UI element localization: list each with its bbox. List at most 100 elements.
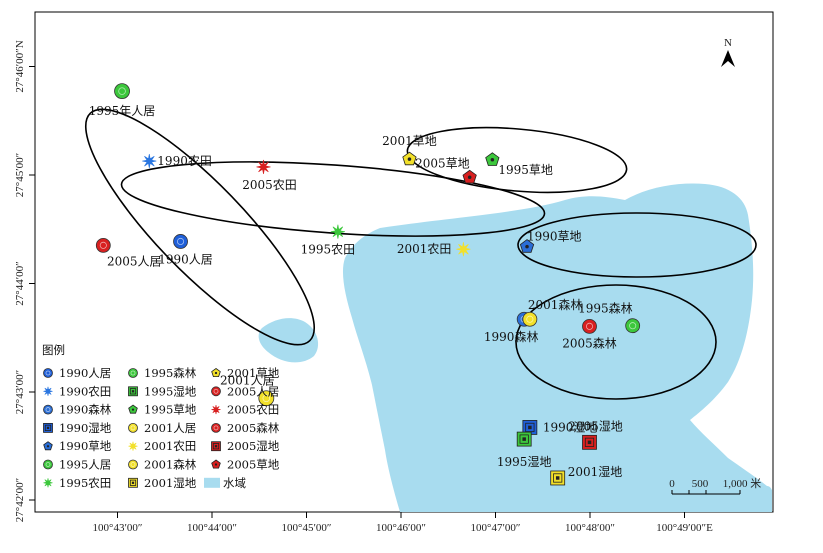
- scale-label-1000: 1,000 米: [723, 477, 762, 490]
- legend-item: 2001森林: [128, 458, 197, 472]
- point-label: 1995森林: [578, 301, 633, 316]
- point-label: 1990农田: [157, 154, 212, 168]
- point-marker: [522, 311, 538, 327]
- legend-label: 2001草地: [227, 366, 280, 380]
- point-label: 2001湿地: [568, 464, 623, 479]
- y-tick-label: 27°43′00″: [14, 370, 26, 414]
- point-label: 2005湿地: [568, 418, 623, 433]
- point-label: 2001人居: [220, 373, 275, 387]
- legend-label: 1990湿地: [59, 421, 112, 435]
- point-marker: [173, 234, 188, 249]
- point-label: 2005森林: [562, 335, 617, 350]
- ellipse-settlement: [84, 108, 316, 346]
- legend-label: 1990森林: [59, 403, 112, 417]
- scale-label-500: 500: [692, 478, 709, 490]
- x-tick-label: 100°44′00″: [187, 522, 237, 534]
- axis-ticks: 100°43′00″ 100°44′00″ 100°45′00″ 100°46′00″…: [14, 40, 713, 534]
- legend-label: 2001湿地: [144, 476, 197, 490]
- legend-label: 1995人居: [59, 458, 111, 472]
- y-tick-label: 27°45′00″: [14, 153, 26, 197]
- legend-label: 1995湿地: [144, 384, 197, 398]
- point-marker: [516, 431, 532, 447]
- point-label: 2001农田: [397, 242, 452, 256]
- legend-label: 1990人居: [59, 366, 111, 380]
- point-marker: [582, 434, 597, 450]
- legend-item: 1995森林: [128, 366, 197, 380]
- legend-label: 2005草地: [227, 458, 280, 472]
- legend-label: 2001人居: [144, 421, 196, 435]
- legend-item: 水域: [204, 476, 246, 490]
- point-marker: [142, 154, 157, 169]
- x-tick-label: 100°49′00″E: [656, 522, 713, 534]
- water-inlet: [258, 318, 319, 363]
- legend-label: 1995森林: [144, 366, 197, 380]
- x-tick-label: 100°48′00″: [565, 522, 615, 534]
- legend-item: 2005人居: [211, 384, 279, 398]
- point-labels: 1990人居 1990农田 1990草地 1990森林 1990湿地 1995年人居 199…: [89, 104, 633, 479]
- legend-item: 1990森林: [43, 403, 112, 417]
- point-label: 1990湿地: [543, 419, 598, 434]
- legend-item: 1990草地: [43, 439, 112, 453]
- point-label: 1995草地: [498, 163, 553, 177]
- north-arrow-icon: [721, 50, 735, 67]
- point-marker: [256, 159, 271, 174]
- x-tick-label: 100°45′00″: [282, 522, 332, 534]
- legend-item: 1995湿地: [128, 384, 197, 398]
- water-inlet-2: [752, 485, 772, 512]
- legend-label: 2005人居: [227, 384, 279, 398]
- point-marker: [258, 390, 275, 407]
- y-tick-label: 27°44′00″: [14, 261, 26, 305]
- point-marker: [625, 318, 641, 334]
- legend-label: 1990农田: [59, 384, 111, 398]
- point-label: 1995年人居: [89, 104, 156, 118]
- legend-item: 1995农田: [43, 476, 111, 490]
- legend-item: 2005森林: [211, 421, 280, 435]
- legend-label: 1990草地: [59, 439, 112, 453]
- scale-bar: 0 500 1,000 米: [669, 477, 762, 495]
- legend-item: 1990湿地: [43, 421, 112, 435]
- point-label: 1995湿地: [497, 454, 552, 469]
- legend-item: 2005农田: [211, 403, 279, 417]
- x-tick-label: 100°47′00″: [471, 522, 521, 534]
- ellipse-farmland: [120, 161, 546, 237]
- legend-item: 2001草地: [211, 366, 280, 380]
- point-label: 1990草地: [527, 230, 582, 244]
- legend: 图例 1990人居1990农田1990森林1990湿地1990草地1995人居1…: [42, 343, 280, 490]
- legend-item: 1995人居: [43, 458, 111, 472]
- ellipse-forest: [517, 212, 757, 278]
- x-tick-label: 100°46′00″: [376, 522, 426, 534]
- point-marker: [462, 169, 477, 184]
- point-marker: [402, 151, 417, 166]
- legend-label: 2005农田: [227, 403, 279, 417]
- point-label: 2005草地: [415, 156, 470, 170]
- y-tick-label: 27°46′00″N: [14, 40, 26, 92]
- legend-item: 1995草地: [128, 403, 197, 417]
- legend-label: 1995农田: [59, 476, 111, 490]
- legend-label: 2001农田: [144, 439, 196, 453]
- point-marker: [456, 242, 471, 257]
- legend-label: 2005森林: [227, 421, 280, 435]
- north-arrow: N: [721, 37, 735, 67]
- legend-label: 2001森林: [144, 458, 197, 472]
- legend-item: 2001湿地: [128, 476, 197, 490]
- legend-label: 水域: [223, 476, 246, 490]
- legend-item: 1990人居: [43, 366, 111, 380]
- point-marker: [582, 318, 597, 334]
- ellipse-wetland: [515, 284, 717, 400]
- legend-label: 1995草地: [144, 403, 197, 417]
- point-label: 2001草地: [382, 134, 437, 148]
- x-tick-label: 100°43′00″: [93, 522, 143, 534]
- point-label: 1990人居: [158, 252, 213, 266]
- legend-item: 2005湿地: [211, 439, 280, 453]
- north-label: N: [724, 37, 732, 49]
- legend-item: 2005草地: [211, 458, 280, 472]
- cluster-ellipses: [84, 108, 757, 400]
- legend-item: 1990农田: [43, 384, 111, 398]
- point-label: 1995农田: [301, 243, 356, 257]
- point-label: 2001森林: [528, 297, 583, 312]
- point-label: 2005人居: [107, 254, 162, 268]
- scale-label-0: 0: [669, 478, 675, 490]
- water-body: [342, 183, 772, 512]
- point-marker: [519, 239, 535, 253]
